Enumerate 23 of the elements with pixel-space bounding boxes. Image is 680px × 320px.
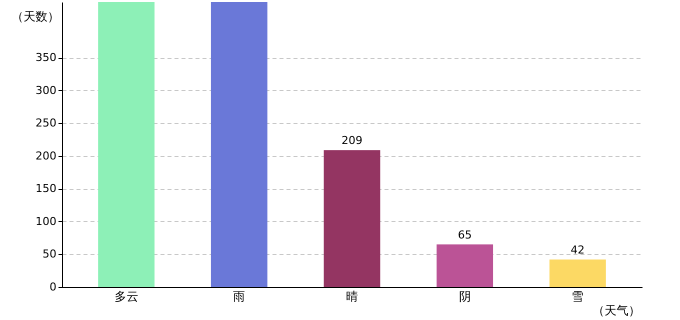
y-tick-label: 150 xyxy=(36,182,56,196)
y-tick-label: 300 xyxy=(36,84,56,97)
y-tick-label: 350 xyxy=(36,51,56,64)
bar xyxy=(98,2,155,287)
bar xyxy=(436,244,494,287)
data-label: 209 xyxy=(342,134,362,148)
y-tick-label: 200 xyxy=(36,149,56,162)
x-tick-label: 阴 xyxy=(458,290,471,304)
data-label: 42 xyxy=(570,243,585,256)
bar xyxy=(324,150,380,287)
y-tick-label: 50 xyxy=(42,248,56,261)
bar xyxy=(549,259,606,287)
data-label: 65 xyxy=(458,228,472,242)
x-axis-title: （天气） xyxy=(592,304,640,318)
y-tick-label: 100 xyxy=(36,214,56,228)
x-tick-label: 雪 xyxy=(572,290,584,304)
bar xyxy=(210,2,268,287)
y-tick-label: 0 xyxy=(50,280,56,294)
x-tick-label: 晴 xyxy=(346,290,358,304)
y-tick-label: 250 xyxy=(36,116,56,130)
x-tick-label: 多云 xyxy=(114,290,138,304)
x-tick-label: 雨 xyxy=(233,290,246,304)
y-axis-title: （天数） xyxy=(12,10,60,24)
